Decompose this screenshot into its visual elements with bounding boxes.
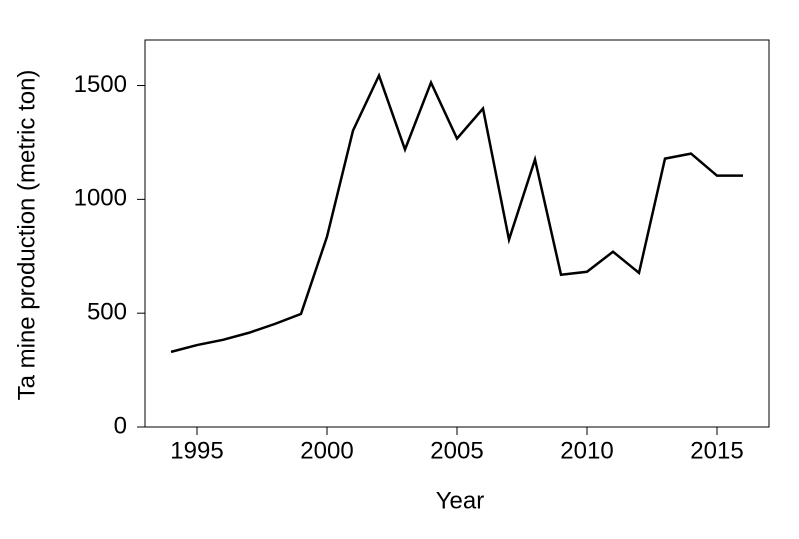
x-tick-label: 2010	[560, 437, 613, 464]
x-tick-label: 2000	[300, 437, 353, 464]
y-tick-label: 1500	[74, 71, 127, 98]
line-series	[170, 72, 743, 354]
plot-frame	[144, 39, 770, 428]
y-axis-label: Ta mine production (metric ton)	[13, 70, 40, 401]
x-tick-label: 2005	[430, 437, 483, 464]
y-tick-label: 1000	[74, 185, 127, 212]
x-tick-label: 1995	[170, 437, 223, 464]
x-tick-label: 2015	[690, 437, 743, 464]
y-tick-label: 0	[114, 412, 127, 439]
y-tick-label: 500	[87, 299, 127, 326]
x-axis-label: Year	[436, 487, 485, 514]
